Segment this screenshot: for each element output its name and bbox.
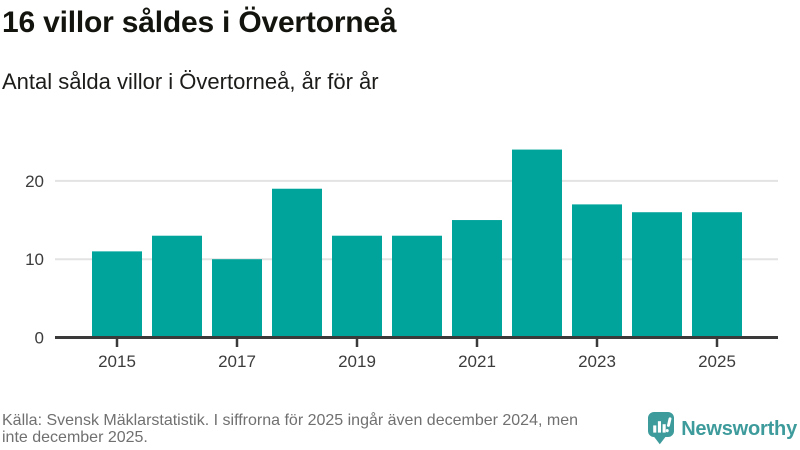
bar-2018 [272,188,322,338]
bar-2016 [152,235,202,338]
chart-subtitle: Antal sålda villor i Övertorneå, år för … [2,69,379,94]
bar-2023 [572,204,622,338]
y-tick-label-20: 20 [25,172,44,191]
source-note-line1: Källa: Svensk Mäklarstatistik. I siffror… [2,412,578,429]
newsworthy-bubble-chart-icon [648,412,675,445]
source-note: Källa: Svensk Mäklarstatistik. I siffror… [2,412,647,446]
bar-2017 [212,259,262,338]
x-tick-label-2021: 2021 [458,352,496,371]
x-tick-label-2017: 2017 [218,352,256,371]
source-note-line2: inte december 2025. [2,429,148,446]
bar-2022 [512,149,562,338]
x-tick-label-2025: 2025 [698,352,736,371]
y-tick-label-0: 0 [35,329,44,348]
x-tick-label-2023: 2023 [578,352,616,371]
bar-2015 [92,251,142,338]
bar-2020 [392,235,442,338]
x-tick-label-2015: 2015 [98,352,136,371]
bar-2024 [632,212,682,338]
x-tick-label-2019: 2019 [338,352,376,371]
bar-2025 [692,212,742,338]
chart-title: 16 villor såldes i Övertorneå [2,6,397,39]
bar-2021 [452,220,502,338]
bar-2019 [332,235,382,338]
newsworthy-logo: Newsworthy [648,412,797,446]
y-tick-label-10: 10 [25,250,44,269]
newsworthy-logo-text: Newsworthy [681,417,797,440]
